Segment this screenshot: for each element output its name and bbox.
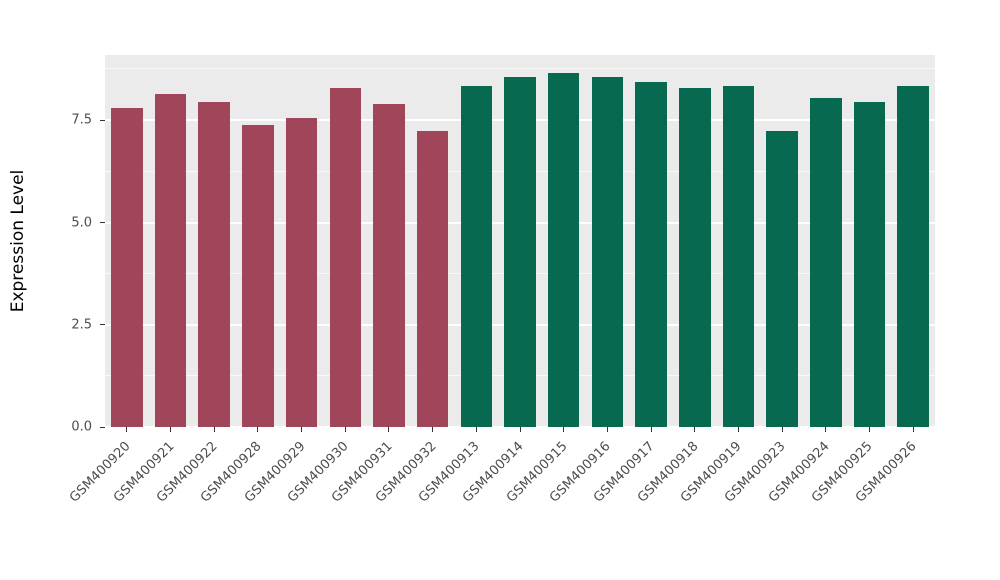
bar-GSM400928 [242,124,274,427]
bar-slot [498,55,542,427]
x-tick-mark [606,427,608,432]
minor-gridline [105,68,935,70]
bar-slot [323,55,367,427]
y-tick-label: 7.5 [71,112,92,128]
bar-GSM400931 [373,104,405,427]
bar-GSM400930 [329,87,361,427]
bar-slot [192,55,236,427]
x-tick-mark [301,427,303,432]
x-tick-mark [912,427,914,432]
x-tick-mark [170,427,172,432]
bar-GSM400920 [111,108,143,427]
x-tick-mark [213,427,215,432]
x-tick-mark [126,427,128,432]
x-tick-mark [825,427,827,432]
bar-slot [804,55,848,427]
bar-GSM400922 [198,102,230,427]
x-tick-mark [344,427,346,432]
x-tick-mark [694,427,696,432]
bar-slot [542,55,586,427]
bar-slot [105,55,149,427]
x-tick-mark [257,427,259,432]
bar-GSM400915 [547,73,580,427]
y-tick-mark [100,222,105,224]
x-tick-mark [388,427,390,432]
x-tick-mark [781,427,783,432]
x-axis: GSM400920 GSM400921 GSM400922 GSM400928 GSM4… [67,427,935,580]
bar-GSM400917 [635,81,667,427]
bar-GSM400925 [853,102,886,427]
bar-GSM400916 [591,77,624,427]
bar-GSM400919 [722,85,755,427]
bar-GSM400914 [504,77,536,427]
bar-GSM400923 [766,130,798,427]
bar-slot [236,55,280,427]
bar-GSM400929 [285,118,318,427]
bar-slot [455,55,499,427]
y-tick-mark [100,324,105,326]
x-tick-mark [519,427,521,432]
y-tick-mark [100,119,105,121]
x-tick-mark [475,427,477,432]
y-tick-mark [100,426,105,428]
bar-GSM400921 [154,93,187,427]
bar-slot [760,55,804,427]
bar-GSM400913 [460,85,493,427]
bar-slot [149,55,193,427]
bar-slot [717,55,761,427]
bar-slot [848,55,892,427]
bar-slot [367,55,411,427]
x-tick-mark [563,427,565,432]
y-tick-label: 0.0 [71,419,92,435]
y-tick-label: 2.5 [71,317,92,333]
y-tick-label: 5.0 [71,215,92,231]
plot-panel [105,55,935,428]
bar-slot [673,55,717,427]
bar-slot [891,55,935,427]
bar-slot [280,55,324,427]
x-tick-mark [432,427,434,432]
bar-slot [586,55,630,427]
x-tick-mark [650,427,652,432]
bar-GSM400926 [897,85,929,427]
x-tick-mark [868,427,870,432]
bar-GSM400924 [810,97,842,427]
bars-container [105,55,935,427]
x-tick-mark [737,427,739,432]
y-axis: 0.0 2.5 5.0 7.5 [0,55,105,435]
bar-slot [629,55,673,427]
bar-GSM400932 [416,130,449,427]
bar-GSM400918 [679,87,711,427]
bar-slot [411,55,455,427]
